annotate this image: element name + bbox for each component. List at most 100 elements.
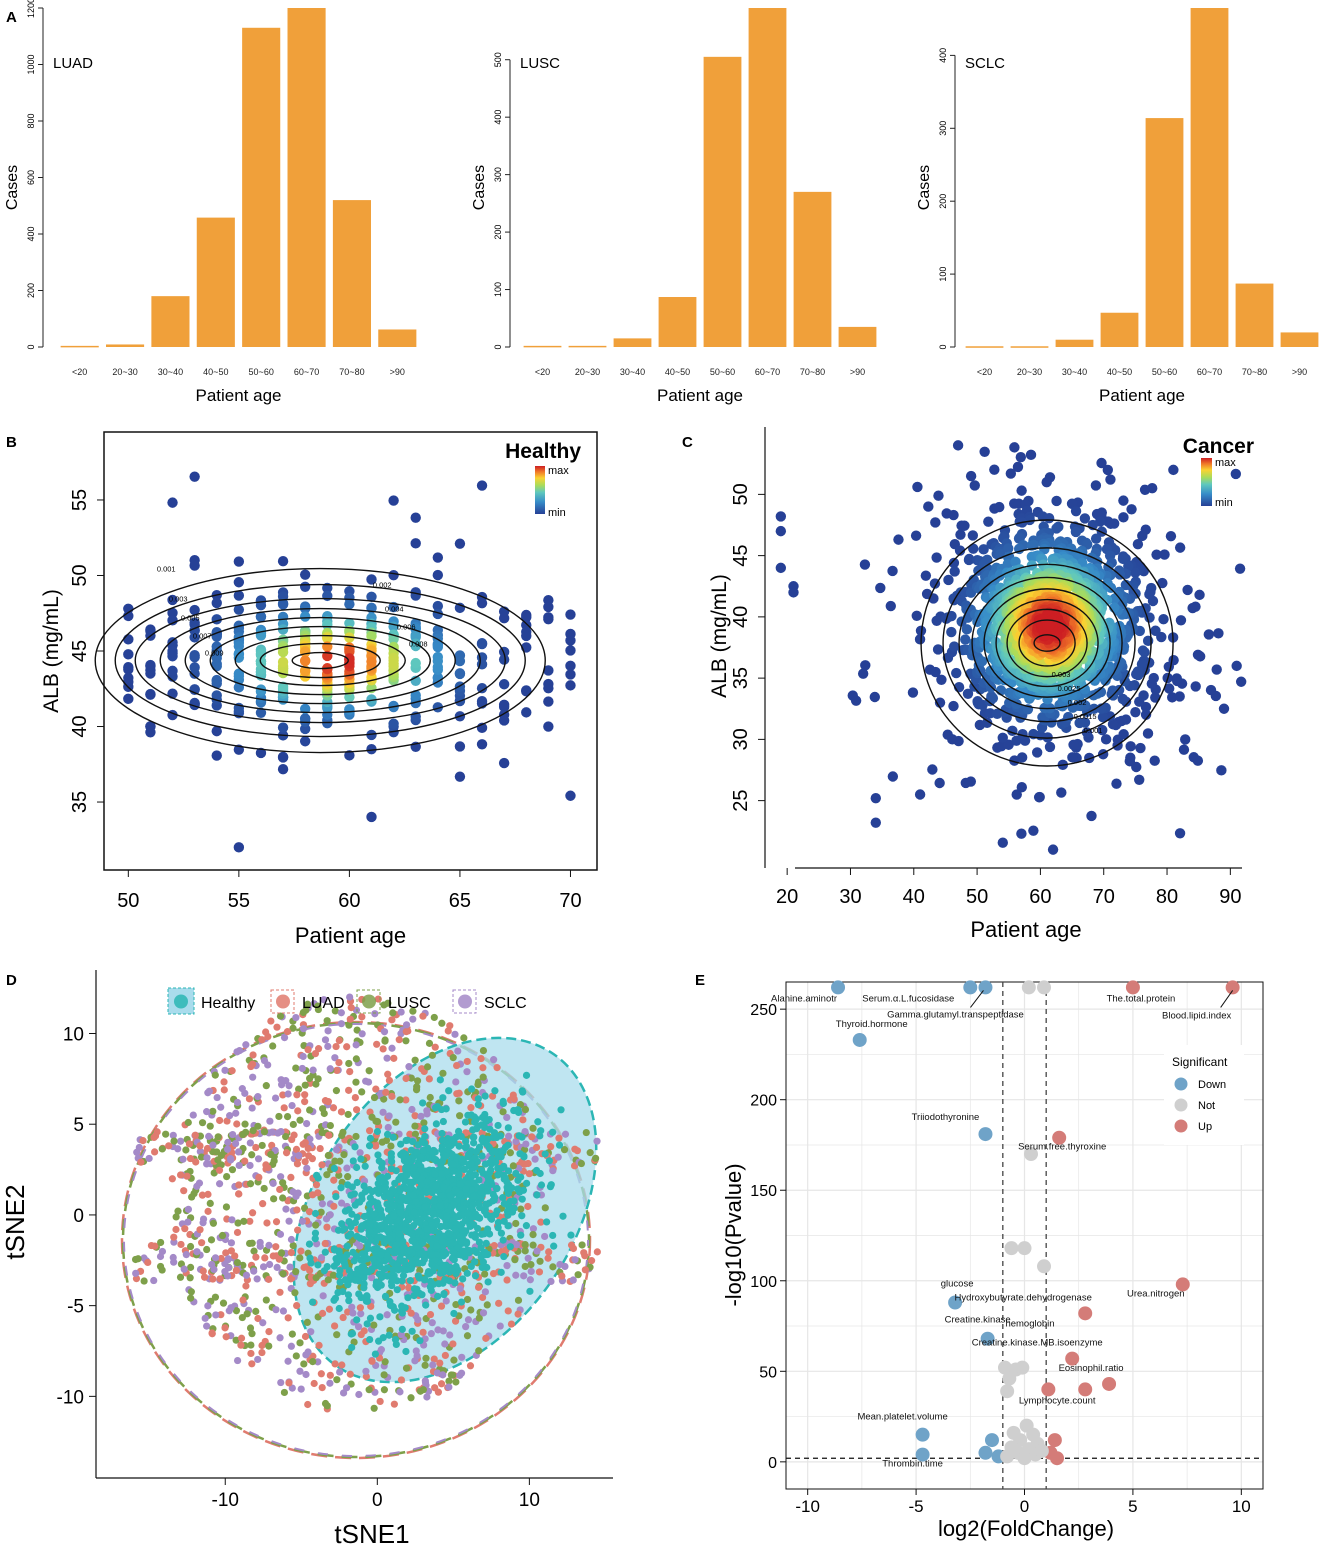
- data-point: [421, 1361, 429, 1369]
- data-point: [362, 1367, 370, 1375]
- data-point: [449, 1160, 457, 1168]
- data-point: [385, 1112, 393, 1120]
- data-point: [410, 1164, 418, 1172]
- data-point: [299, 723, 311, 735]
- data-point: [433, 1369, 441, 1377]
- data-point: [403, 1164, 411, 1172]
- data-point: [527, 1261, 535, 1269]
- data-point: [289, 1120, 297, 1129]
- data-point: [1051, 495, 1062, 507]
- data-point: [262, 1028, 270, 1036]
- data-point: [206, 1199, 214, 1208]
- data-point: [420, 1119, 428, 1127]
- data-point: [455, 1170, 463, 1179]
- contour-label: 0.004: [385, 605, 404, 614]
- data-point: [276, 1288, 284, 1296]
- data-point: [493, 1184, 501, 1193]
- data-point: [495, 1299, 503, 1307]
- data-point: [282, 1149, 291, 1157]
- data-point: [555, 1134, 563, 1142]
- data-point: [574, 1271, 582, 1279]
- x-tick-label: 70: [559, 890, 581, 912]
- data-point: [209, 1107, 217, 1115]
- healthy-points: [123, 471, 576, 853]
- data-point: [360, 1327, 368, 1335]
- data-point: [550, 1242, 558, 1250]
- panel-b: B0.0010.0020.0030.0040.0050.0060.0070.00…: [6, 431, 598, 948]
- data-point: [525, 1170, 533, 1178]
- data-point: [557, 1106, 565, 1114]
- data-point: [381, 1292, 390, 1300]
- data-point: [948, 557, 960, 569]
- data-point: [189, 604, 200, 616]
- contour-line: [983, 588, 1111, 698]
- data-point: [481, 1205, 489, 1214]
- y-tick-label: 5: [73, 1115, 84, 1136]
- data-point: [516, 1188, 524, 1196]
- data-point: [254, 1155, 263, 1163]
- data-point: [533, 1191, 541, 1199]
- data-point: [217, 1254, 225, 1263]
- data-point: [448, 1254, 457, 1262]
- data-point: [413, 1243, 421, 1252]
- data-point: [284, 1357, 292, 1365]
- data-point: [414, 1316, 422, 1324]
- data-point: [374, 1180, 382, 1188]
- x-axis-title: Patient age: [657, 386, 743, 405]
- data-point: [318, 1161, 326, 1169]
- data-point: [321, 1248, 329, 1256]
- data-point: [423, 1393, 431, 1401]
- data-point: [452, 1262, 460, 1271]
- data-point: [1016, 752, 1028, 763]
- data-point: [383, 1311, 391, 1319]
- data-point: [439, 1261, 447, 1269]
- data-point: [775, 511, 787, 522]
- data-point: [187, 1288, 195, 1296]
- data-point: [549, 1231, 557, 1240]
- data-point: [396, 1186, 404, 1195]
- data-point: [227, 1304, 235, 1312]
- data-point: [478, 1293, 487, 1302]
- data-point: [423, 1178, 431, 1186]
- panel-label: E: [695, 972, 705, 989]
- data-point: [217, 1311, 225, 1319]
- data-point: [367, 1236, 375, 1244]
- data-point: [358, 1013, 366, 1021]
- bar-2: [1010, 346, 1049, 348]
- data-point: [299, 1008, 307, 1017]
- y-tick-label: 0: [73, 1206, 84, 1227]
- y-tick-label: 50: [730, 483, 752, 505]
- data-point: [405, 1063, 413, 1071]
- point-up: [1047, 1433, 1062, 1448]
- data-point: [456, 1285, 464, 1293]
- data-point: [286, 1263, 294, 1271]
- data-point: [338, 1361, 346, 1369]
- panel-label: B: [6, 434, 17, 451]
- data-point: [969, 480, 980, 491]
- data-point: [983, 516, 994, 527]
- y-tick-label: 45: [730, 545, 752, 567]
- data-point: [250, 1247, 258, 1255]
- data-point: [272, 1306, 280, 1314]
- plot-title: Cancer: [1183, 435, 1254, 458]
- data-point: [406, 1276, 415, 1285]
- data-point: [211, 725, 222, 737]
- data-point: [412, 1086, 421, 1094]
- data-point: [314, 1002, 322, 1010]
- data-point: [534, 1118, 542, 1126]
- data-point: [403, 1266, 411, 1274]
- data-point: [529, 1230, 537, 1239]
- data-point: [407, 1309, 415, 1317]
- data-point: [1056, 787, 1067, 798]
- data-point: [352, 1132, 360, 1141]
- data-point: [279, 1194, 287, 1202]
- point-down: [852, 1032, 867, 1047]
- data-point: [219, 1299, 228, 1307]
- data-point: [254, 1122, 262, 1130]
- data-point: [419, 1386, 427, 1394]
- data-point: [472, 1115, 480, 1123]
- data-point: [449, 1340, 457, 1348]
- data-point: [471, 1258, 479, 1266]
- data-point: [1068, 739, 1079, 751]
